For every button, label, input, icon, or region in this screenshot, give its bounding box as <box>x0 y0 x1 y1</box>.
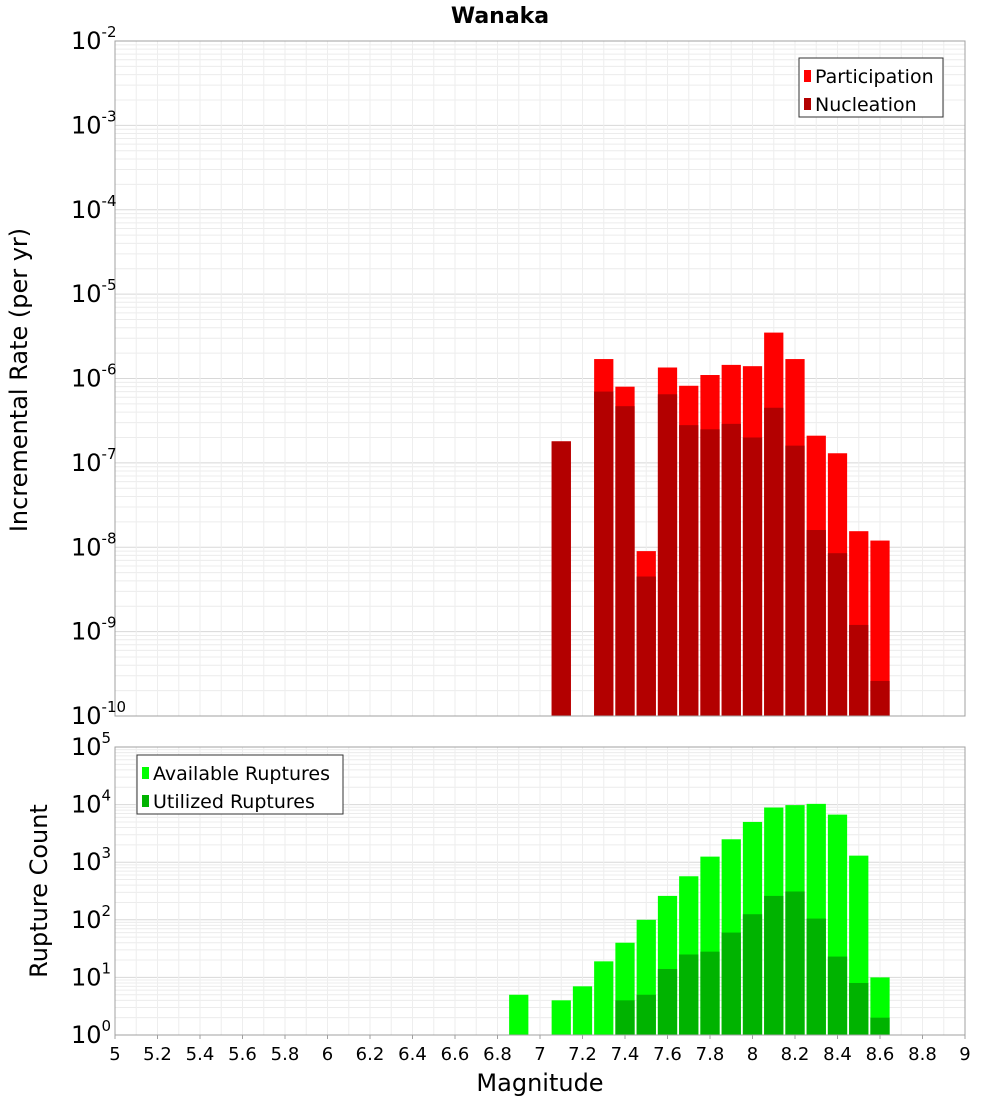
bar <box>657 968 678 1035</box>
bar <box>594 961 614 1035</box>
x-tick-label: 6.4 <box>398 1044 427 1065</box>
bar <box>806 530 826 716</box>
rate-chart-panel: 10-10 10-9 10-8 10-7 10-6 10-5 10-4 10-3 10-2 Par… <box>71 23 966 730</box>
legend-label: Utilized Ruptures <box>153 791 315 813</box>
legend-box <box>136 754 344 815</box>
x-tick-label: 9 <box>959 1044 970 1065</box>
x-tick-label: 8 <box>747 1044 758 1065</box>
bar <box>764 895 784 1035</box>
y-tick-label: 101 <box>71 959 111 991</box>
x-tick-label: 5.2 <box>143 1044 172 1065</box>
x-tick-label: 7.2 <box>568 1044 597 1065</box>
bar <box>849 624 869 716</box>
legend-swatch <box>142 795 149 807</box>
bar <box>679 425 699 716</box>
x-tick-label: 8.8 <box>908 1044 937 1065</box>
bar <box>615 1000 635 1035</box>
y-tick-label: 10-9 <box>71 614 117 646</box>
legend-label: Nucleation <box>815 94 917 116</box>
bar <box>657 394 678 716</box>
x-tick-label: 6 <box>322 1044 333 1065</box>
y-tick-label: 10-8 <box>71 529 117 561</box>
chart-title: Wanaka <box>451 4 549 29</box>
legend-swatch <box>804 70 811 82</box>
bar <box>551 441 571 716</box>
x-tick-label: 5.4 <box>186 1044 215 1065</box>
bar <box>700 429 720 716</box>
y-tick-label: 10-6 <box>71 361 117 393</box>
x-tick-label: 6.6 <box>441 1044 470 1065</box>
x-tick-label: 5 <box>109 1044 120 1065</box>
bar <box>509 994 529 1035</box>
bar <box>615 406 635 716</box>
bar <box>700 951 720 1035</box>
x-tick-label: 7.6 <box>653 1044 682 1065</box>
bar <box>870 680 890 716</box>
y-tick-label: 10-2 <box>71 23 117 55</box>
bar <box>870 1017 890 1035</box>
bar <box>572 986 593 1035</box>
plot-frame <box>114 40 966 717</box>
rate-y-axis-title: Incremental Rate (per yr) <box>5 228 33 532</box>
legend-swatch <box>804 98 811 110</box>
x-tick-label: 7.8 <box>696 1044 725 1065</box>
bar <box>721 932 741 1035</box>
bar <box>594 391 614 716</box>
x-tick-label: 8.2 <box>781 1044 810 1065</box>
legend-swatch <box>142 767 149 779</box>
bar <box>742 914 763 1035</box>
y-tick-label: 10-7 <box>71 445 117 477</box>
y-tick-label: 10-10 <box>71 698 126 730</box>
bar <box>636 576 656 716</box>
x-tick-label: 6.8 <box>483 1044 512 1065</box>
y-tick-label: 10-5 <box>71 276 117 308</box>
x-tick-label: 7.4 <box>611 1044 640 1065</box>
legend-box <box>798 57 944 118</box>
bar <box>551 1000 571 1035</box>
rupture-count-chart-panel: 100 101 102 103 104 105 5 5.2 5.4 5.6 5.8 6 6.2 6.4 6.… <box>71 729 971 1065</box>
x-tick-label: 8.4 <box>823 1044 852 1065</box>
y-tick-label: 105 <box>71 729 111 761</box>
bar <box>806 918 826 1035</box>
bar <box>870 540 890 716</box>
legend-label: Available Ruptures <box>153 763 330 785</box>
bar <box>764 407 784 716</box>
x-tick-label: 5.8 <box>271 1044 300 1065</box>
x-tick-label: 5.6 <box>228 1044 257 1065</box>
legend-label: Participation <box>815 66 934 88</box>
x-tick-label: 6.2 <box>356 1044 385 1065</box>
bar <box>849 982 869 1035</box>
x-tick-label: 8.6 <box>866 1044 895 1065</box>
x-axis-title: Magnitude <box>476 1069 603 1097</box>
y-tick-label: 100 <box>71 1017 111 1049</box>
bar <box>827 553 848 716</box>
series-utilized-ruptures <box>615 891 890 1035</box>
bar <box>679 954 699 1035</box>
y-tick-label: 10-4 <box>71 192 117 224</box>
bar <box>721 423 741 716</box>
series-nucleation <box>551 391 890 716</box>
y-tick-label: 10-3 <box>71 107 117 139</box>
bar <box>636 994 656 1035</box>
legend: Participation Nucleation <box>798 57 944 118</box>
y-tick-label: 103 <box>71 844 111 876</box>
y-tick-label: 104 <box>71 787 111 819</box>
bar <box>785 445 805 716</box>
bar <box>827 956 848 1035</box>
bar <box>785 891 805 1035</box>
count-y-axis-title: Rupture Count <box>25 804 53 978</box>
y-tick-label: 102 <box>71 902 111 934</box>
legend: Available Ruptures Utilized Ruptures <box>136 754 344 815</box>
x-tick-label: 7 <box>534 1044 545 1065</box>
bar <box>742 437 763 716</box>
